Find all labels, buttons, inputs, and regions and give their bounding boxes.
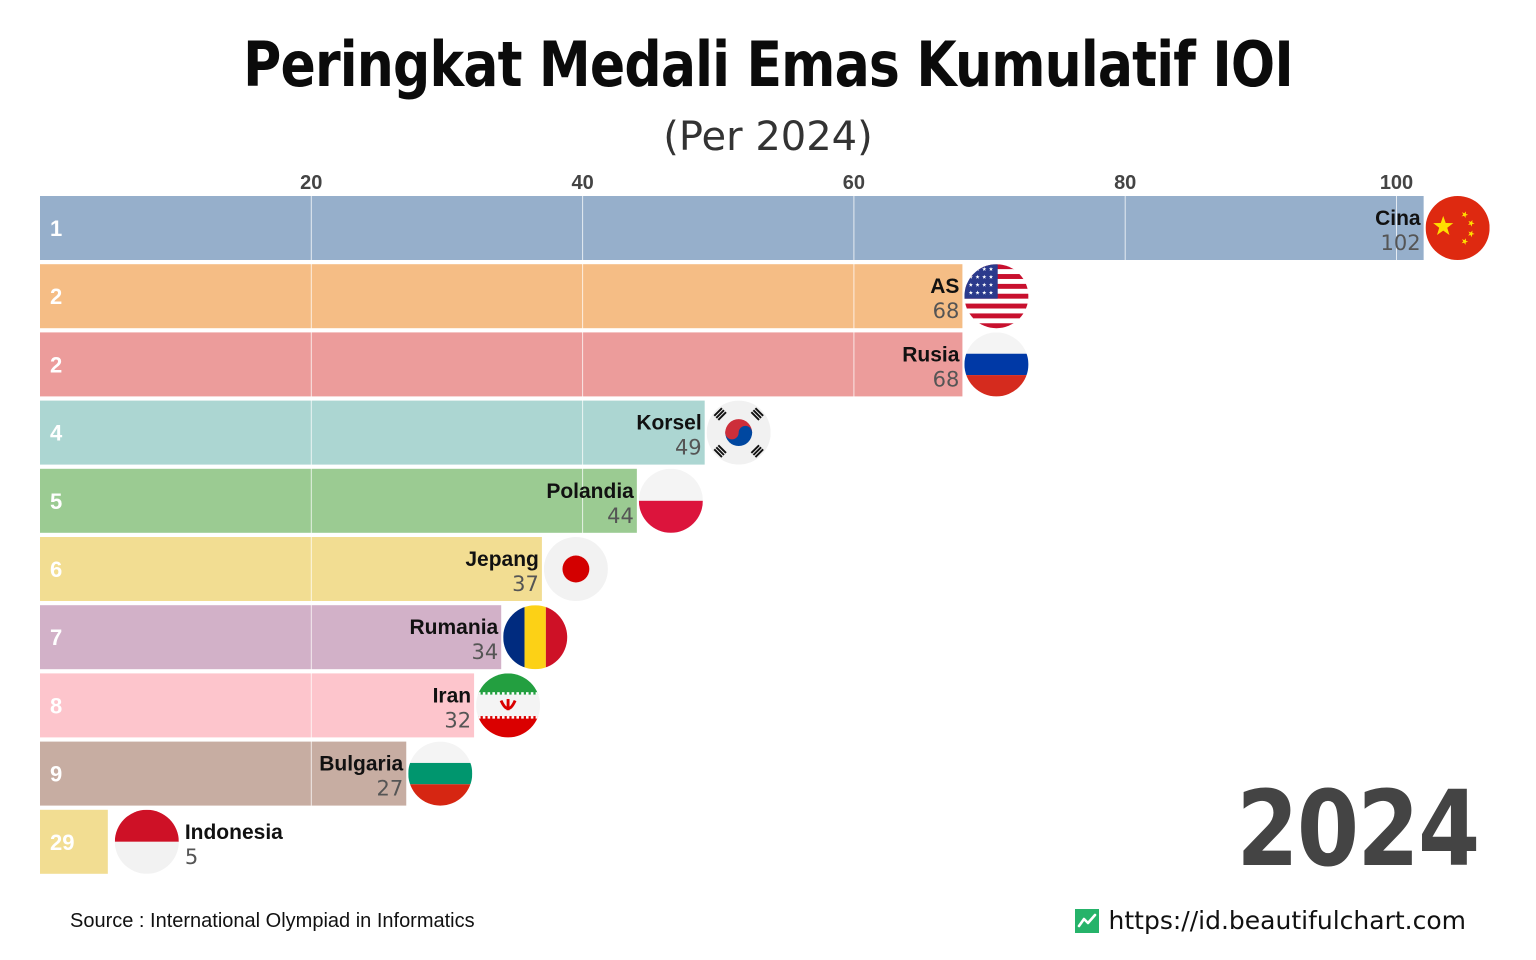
rank-label: 2 bbox=[50, 352, 62, 377]
country-name: Bulgaria bbox=[319, 753, 403, 776]
value-label: 102 bbox=[1381, 231, 1421, 255]
bar bbox=[40, 264, 963, 329]
chart-subtitle: (Per 2024) bbox=[663, 114, 873, 160]
country-name: Cina bbox=[1375, 207, 1421, 230]
rank-label: 29 bbox=[50, 830, 74, 855]
bar bbox=[40, 537, 542, 601]
x-tick-label: 20 bbox=[300, 172, 322, 194]
usa-flag-icon bbox=[964, 264, 1029, 329]
country-name: Indonesia bbox=[185, 821, 283, 844]
rank-label: 8 bbox=[50, 693, 62, 718]
bar bbox=[40, 468, 637, 533]
year-label: 2024 bbox=[1235, 768, 1480, 890]
rank-label: 2 bbox=[50, 284, 62, 309]
south-korea-flag-icon bbox=[706, 400, 771, 465]
chart-line-icon bbox=[1074, 908, 1099, 933]
country-name: AS bbox=[930, 275, 959, 298]
rank-label: 7 bbox=[50, 625, 62, 650]
country-name: Polandia bbox=[546, 480, 634, 503]
country-name: Iran bbox=[433, 684, 472, 707]
website-url: https://id.beautifulchart.com bbox=[1108, 906, 1466, 935]
poland-flag-icon bbox=[638, 468, 703, 533]
value-label: 27 bbox=[377, 777, 404, 801]
rank-label: 4 bbox=[50, 421, 63, 446]
chart-title: Peringkat Medali Emas Kumulatif IOI bbox=[243, 28, 1294, 101]
rank-label: 1 bbox=[50, 216, 62, 241]
indonesia-flag-icon bbox=[114, 809, 179, 874]
value-label: 32 bbox=[444, 708, 471, 732]
bar bbox=[40, 332, 963, 397]
bar bbox=[40, 196, 1424, 260]
japan-flag-icon bbox=[543, 537, 608, 601]
bar bbox=[40, 741, 407, 806]
russia-flag-icon bbox=[964, 332, 1029, 397]
value-label: 44 bbox=[607, 504, 634, 528]
bar bbox=[40, 673, 475, 738]
bar bbox=[40, 400, 705, 465]
country-name: Rumania bbox=[410, 616, 499, 639]
value-label: 5 bbox=[185, 845, 198, 869]
source-note: Source : International Olympiad in Infor… bbox=[70, 910, 475, 932]
romania-flag-icon bbox=[503, 605, 568, 670]
bar bbox=[40, 809, 108, 874]
rank-label: 6 bbox=[50, 557, 62, 582]
country-name: Korsel bbox=[636, 412, 701, 435]
x-tick-label: 100 bbox=[1380, 172, 1413, 194]
value-label: 68 bbox=[933, 299, 960, 323]
value-label: 37 bbox=[512, 572, 539, 596]
value-label: 34 bbox=[471, 640, 498, 664]
value-label: 49 bbox=[675, 436, 702, 460]
country-name: Rusia bbox=[902, 343, 960, 366]
bulgaria-flag-icon bbox=[408, 741, 473, 806]
china-flag-icon bbox=[1425, 196, 1490, 260]
rank-label: 5 bbox=[50, 489, 62, 514]
x-tick-label: 40 bbox=[571, 172, 593, 194]
rank-label: 9 bbox=[50, 762, 62, 787]
x-tick-label: 60 bbox=[843, 172, 865, 194]
bar bbox=[40, 605, 502, 670]
website-link[interactable]: https://id.beautifulchart.com bbox=[1074, 906, 1466, 935]
country-name: Jepang bbox=[465, 548, 539, 571]
value-label: 68 bbox=[933, 367, 960, 391]
x-tick-label: 80 bbox=[1114, 172, 1136, 194]
iran-flag-icon bbox=[476, 673, 541, 738]
